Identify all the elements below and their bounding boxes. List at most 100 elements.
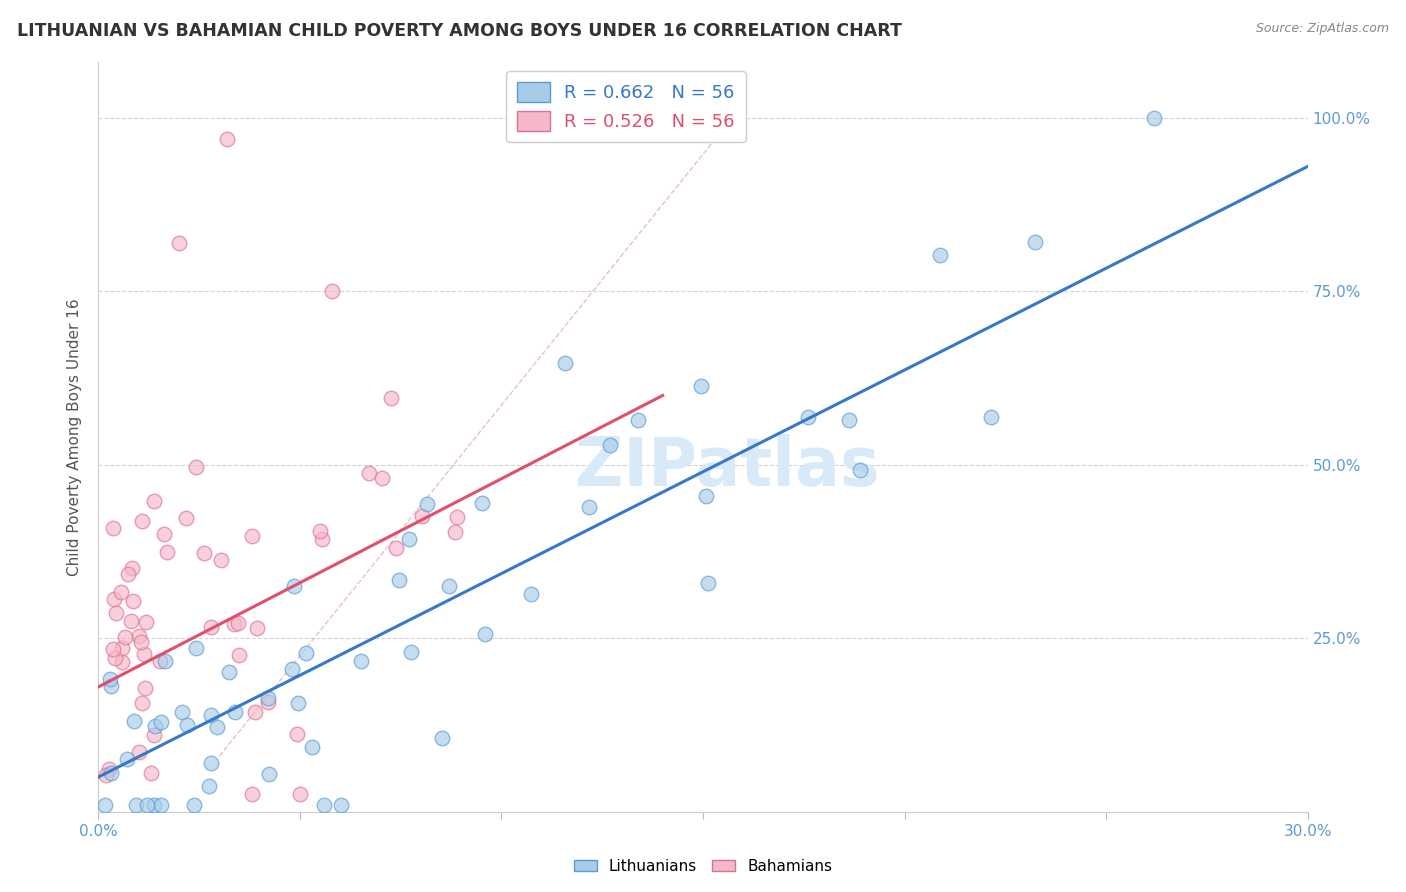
Legend: Lithuanians, Bahamians: Lithuanians, Bahamians — [568, 853, 838, 880]
Point — [695, 489, 717, 503]
Point — [285, 727, 308, 741]
Point — [200, 756, 222, 770]
Point — [193, 546, 215, 560]
Point — [380, 391, 402, 405]
Point — [398, 532, 420, 546]
Point — [1143, 111, 1166, 125]
Point — [135, 615, 157, 629]
Point — [110, 584, 132, 599]
Point — [797, 410, 820, 425]
Point — [256, 690, 278, 705]
Point — [139, 766, 162, 780]
Point — [519, 587, 541, 601]
Y-axis label: Child Poverty Among Boys Under 16: Child Poverty Among Boys Under 16 — [67, 298, 83, 576]
Point — [432, 731, 454, 746]
Point — [103, 591, 125, 606]
Point — [696, 576, 718, 591]
Point — [186, 459, 208, 474]
Point — [349, 654, 371, 668]
Point — [200, 620, 222, 634]
Text: Source: ZipAtlas.com: Source: ZipAtlas.com — [1256, 22, 1389, 36]
Point — [134, 681, 156, 695]
Point — [142, 797, 165, 812]
Point — [143, 728, 166, 742]
Point — [134, 648, 156, 662]
Point — [114, 630, 136, 644]
Point — [257, 767, 280, 781]
Point — [217, 132, 239, 146]
Point — [226, 616, 249, 631]
Point — [174, 510, 197, 524]
Point — [128, 629, 150, 643]
Point — [120, 614, 142, 628]
Point — [155, 654, 177, 668]
Point — [980, 410, 1002, 425]
Point — [242, 529, 264, 543]
Point — [329, 797, 352, 812]
Point — [599, 438, 621, 452]
Point — [205, 720, 228, 734]
Point — [371, 471, 394, 485]
Point — [103, 650, 125, 665]
Point — [131, 634, 153, 648]
Point — [186, 641, 208, 656]
Point — [443, 525, 465, 540]
Point — [117, 752, 139, 766]
Point — [388, 573, 411, 587]
Point — [131, 514, 153, 528]
Point — [399, 645, 422, 659]
Point — [471, 496, 494, 510]
Point — [224, 616, 246, 631]
Point — [100, 679, 122, 693]
Point — [314, 797, 336, 812]
Point — [411, 509, 433, 524]
Point — [1024, 235, 1046, 250]
Point — [287, 696, 309, 710]
Point — [105, 606, 128, 620]
Point — [125, 797, 148, 812]
Point — [224, 706, 246, 720]
Point — [167, 235, 190, 250]
Point — [121, 560, 143, 574]
Point — [200, 707, 222, 722]
Point — [156, 544, 179, 558]
Point — [111, 655, 134, 669]
Point — [170, 705, 193, 719]
Point — [415, 497, 437, 511]
Point — [131, 696, 153, 710]
Point — [111, 640, 134, 655]
Text: LITHUANIAN VS BAHAMIAN CHILD POVERTY AMONG BOYS UNDER 16 CORRELATION CHART: LITHUANIAN VS BAHAMIAN CHILD POVERTY AMO… — [17, 22, 901, 40]
Point — [446, 509, 468, 524]
Point — [96, 768, 118, 782]
Point — [94, 797, 117, 812]
Point — [136, 797, 159, 812]
Point — [301, 739, 323, 754]
Point — [149, 714, 172, 729]
Point — [218, 665, 240, 680]
Point — [101, 641, 124, 656]
Point — [311, 532, 333, 546]
Point — [439, 579, 461, 593]
Point — [294, 646, 316, 660]
Text: ZIPatlas: ZIPatlas — [575, 434, 880, 500]
Point — [849, 463, 872, 477]
Point — [690, 379, 713, 393]
Point — [122, 594, 145, 608]
Point — [209, 553, 232, 567]
Point — [246, 621, 269, 635]
Legend: R = 0.662   N = 56, R = 0.526   N = 56: R = 0.662 N = 56, R = 0.526 N = 56 — [506, 71, 745, 142]
Point — [288, 788, 311, 802]
Point — [101, 521, 124, 535]
Point — [152, 527, 174, 541]
Point — [838, 413, 860, 427]
Point — [928, 248, 950, 262]
Point — [578, 500, 600, 514]
Point — [142, 494, 165, 508]
Point — [197, 780, 219, 794]
Point — [176, 717, 198, 731]
Point — [243, 705, 266, 719]
Point — [117, 567, 139, 582]
Point — [357, 466, 380, 480]
Point — [257, 695, 280, 709]
Point — [281, 662, 304, 676]
